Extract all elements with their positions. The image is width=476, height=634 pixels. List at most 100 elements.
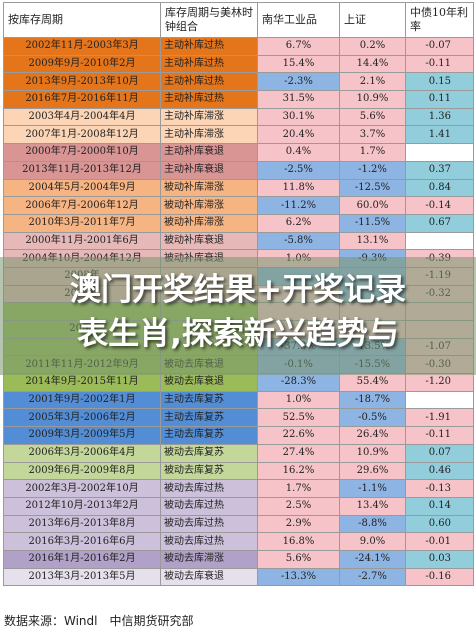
bond-rate-cell [405, 390, 474, 410]
header-bond-rate: 中债10年利率 [405, 2, 474, 38]
overlay-line-1: 澳门开奖结果+开奖记录 [70, 272, 406, 308]
shanghai-cell: 0.2% [339, 37, 406, 56]
period-cell: 2016年7月-2016年11月 [3, 90, 161, 109]
nanhua-cell: 20.4% [257, 125, 340, 145]
table-row: 2001年9月-2002年1月 主动去库复苏 1.0% -18.7% [3, 390, 474, 410]
cycle-cell: 被动去库过热 [160, 496, 258, 516]
nanhua-cell: 52.5% [257, 408, 340, 428]
shanghai-cell: 5.6% [339, 107, 406, 127]
header-nanhua: 南华工业品 [257, 2, 340, 38]
cycle-cell: 主动补库滞涨 [160, 107, 258, 127]
cycle-cell: 被动去库衰退 [160, 567, 258, 587]
cycle-cell: 主动补库过热 [160, 72, 258, 92]
nanhua-cell: 22.6% [257, 426, 340, 445]
bond-rate-cell: 1.36 [405, 107, 474, 127]
shanghai-cell: -1.2% [339, 160, 406, 180]
table-row: 2000年11月-2001年6月 被动补库衰退 -5.8% 13.1% [3, 231, 474, 251]
period-cell: 2006年7月-2006年12月 [3, 196, 161, 215]
table-row: 2006年7月-2006年12月 被动补库滞涨 -11.2% 60.0% -0.14 [3, 196, 474, 215]
bond-rate-cell: 0.67 [405, 213, 474, 233]
nanhua-cell: 16.2% [257, 461, 340, 481]
bond-rate-cell: 0.03 [405, 549, 474, 569]
table-row: 2012年10月-2013年2月 被动去库过热 2.5% 13.4% 0.14 [3, 496, 474, 516]
table-row: 2009年3月-2009年5月 主动去库复苏 22.6% 26.4% -0.11 [3, 426, 474, 445]
period-cell: 2002年3月-2002年10月 [3, 479, 161, 498]
table-row: 2013年6月-2013年8月 被动去库过热 2.9% -8.8% 0.60 [3, 514, 474, 534]
nanhua-cell: -5.8% [257, 231, 340, 251]
period-cell: 2003年4月-2004年4月 [3, 107, 161, 127]
shanghai-cell: -24.1% [339, 549, 406, 569]
nanhua-cell: -28.3% [257, 373, 340, 392]
shanghai-cell: -18.7% [339, 390, 406, 410]
shanghai-cell: 9.0% [339, 532, 406, 551]
nanhua-cell: -2.3% [257, 72, 340, 92]
bond-rate-cell: -0.16 [405, 567, 474, 587]
shanghai-cell: 13.1% [339, 231, 406, 251]
shanghai-cell: -12.5% [339, 178, 406, 198]
bond-rate-cell [405, 231, 474, 251]
table-row: 2006年3月-2006年4月 被动去库复苏 27.4% 10.9% 0.07 [3, 443, 474, 463]
bond-rate-cell: 0.60 [405, 514, 474, 534]
shanghai-cell: 1.7% [339, 143, 406, 162]
cycle-cell: 被动补库衰退 [160, 231, 258, 251]
cycle-cell: 主动补库过热 [160, 54, 258, 74]
shanghai-cell: 3.7% [339, 125, 406, 145]
shanghai-cell: 26.4% [339, 426, 406, 445]
period-cell: 2012年10月-2013年2月 [3, 496, 161, 516]
overlay-banner [0, 257, 476, 375]
period-cell: 2013年11月-2013年12月 [3, 160, 161, 180]
cycle-cell: 被动去库滞涨 [160, 549, 258, 569]
cycle-cell: 主动补库过热 [160, 90, 258, 109]
shanghai-cell: -11.5% [339, 213, 406, 233]
period-cell: 2001年9月-2002年1月 [3, 390, 161, 410]
cycle-cell: 主动补库过热 [160, 37, 258, 56]
period-cell: 2000年7月-2000年10月 [3, 143, 161, 162]
period-cell: 2010年3月-2011年7月 [3, 213, 161, 233]
bond-rate-cell: 0.14 [405, 496, 474, 516]
shanghai-cell: 60.0% [339, 196, 406, 215]
table-row: 2016年3月-2016年6月 被动去库过热 16.8% 9.0% -0.01 [3, 532, 474, 551]
nanhua-cell: 11.8% [257, 178, 340, 198]
shanghai-cell: 10.9% [339, 90, 406, 109]
period-cell: 2002年11月-2003年3月 [3, 37, 161, 56]
bond-rate-cell: 0.46 [405, 461, 474, 481]
cycle-cell: 被动去库过热 [160, 514, 258, 534]
data-source-note: 数据来源：Windl 中信期货研究部 [4, 614, 194, 628]
period-cell: 2005年3月-2006年2月 [3, 408, 161, 428]
nanhua-cell: -13.3% [257, 567, 340, 587]
cycle-cell: 主动去库复苏 [160, 390, 258, 410]
table-row: 2000年7月-2000年10月 主动补库衰退 0.4% 1.7% [3, 143, 474, 162]
table-row: 2005年3月-2006年2月 主动去库复苏 52.5% -0.5% -1.91 [3, 408, 474, 428]
cycle-cell: 被动去库过热 [160, 479, 258, 498]
bond-rate-cell: 1.41 [405, 125, 474, 145]
period-cell: 2009年3月-2009年5月 [3, 426, 161, 445]
bond-rate-cell: -0.14 [405, 196, 474, 215]
period-cell: 2013年9月-2013年10月 [3, 72, 161, 92]
period-cell: 2009年6月-2009年8月 [3, 461, 161, 481]
cycle-cell: 主动去库复苏 [160, 426, 258, 445]
bond-rate-cell [405, 143, 474, 162]
shanghai-cell: 10.9% [339, 443, 406, 463]
bond-rate-cell: 0.07 [405, 443, 474, 463]
bond-rate-cell: -1.91 [405, 408, 474, 428]
shanghai-cell: 14.4% [339, 54, 406, 74]
table-row: 2014年9月-2015年11月 被动去库衰退 -28.3% 55.4% -1.20 [3, 373, 474, 392]
table-row: 2010年3月-2011年7月 被动补库滞涨 6.2% -11.5% 0.67 [3, 213, 474, 233]
cycle-cell: 主动补库滞涨 [160, 125, 258, 145]
cycle-cell: 被动补库滞涨 [160, 196, 258, 215]
table-header-row: 按库存周期 库存周期与美林时钟组合 南华工业品 上证 中债10年利率 [3, 2, 474, 38]
nanhua-cell: -2.5% [257, 160, 340, 180]
table-row: 2016年7月-2016年11月 主动补库过热 31.5% 10.9% 0.11 [3, 90, 474, 109]
nanhua-cell: 30.1% [257, 107, 340, 127]
header-shanghai: 上证 [339, 2, 406, 38]
overlay-headline: 澳门开奖结果+开奖记录 表生肖,探索新兴趋势与 [0, 268, 476, 356]
nanhua-cell: 31.5% [257, 90, 340, 109]
bond-rate-cell: -0.07 [405, 37, 474, 56]
table-row: 2007年1月-2008年12月 主动补库滞涨 20.4% 3.7% 1.41 [3, 125, 474, 145]
table-row: 2013年9月-2013年10月 主动补库过热 -2.3% 2.1% 0.15 [3, 72, 474, 92]
shanghai-cell: 2.1% [339, 72, 406, 92]
cycle-cell: 被动去库衰退 [160, 373, 258, 392]
table-row: 2004年5月-2004年9月 被动补库滞涨 11.8% -12.5% 0.84 [3, 178, 474, 198]
period-cell: 2009年9月-2010年2月 [3, 54, 161, 74]
shanghai-cell: 55.4% [339, 373, 406, 392]
